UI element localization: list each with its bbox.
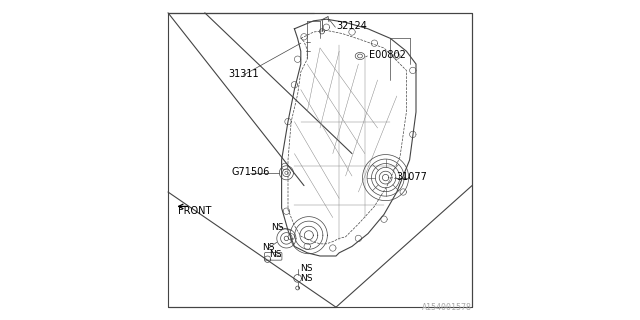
Text: FRONT: FRONT	[178, 206, 211, 216]
Text: 32124: 32124	[336, 21, 367, 31]
Ellipse shape	[355, 52, 365, 60]
Text: 31311: 31311	[229, 69, 259, 79]
Text: NS: NS	[300, 264, 313, 273]
Text: 31077: 31077	[396, 172, 427, 182]
Ellipse shape	[358, 54, 362, 58]
Text: NS: NS	[262, 244, 275, 252]
Text: G71506: G71506	[232, 167, 270, 177]
Text: E00802: E00802	[369, 50, 406, 60]
Text: NS: NS	[269, 250, 282, 259]
Text: A154001578: A154001578	[422, 303, 472, 312]
FancyBboxPatch shape	[265, 252, 282, 260]
Text: NS: NS	[300, 274, 313, 283]
Text: NS: NS	[271, 223, 284, 232]
